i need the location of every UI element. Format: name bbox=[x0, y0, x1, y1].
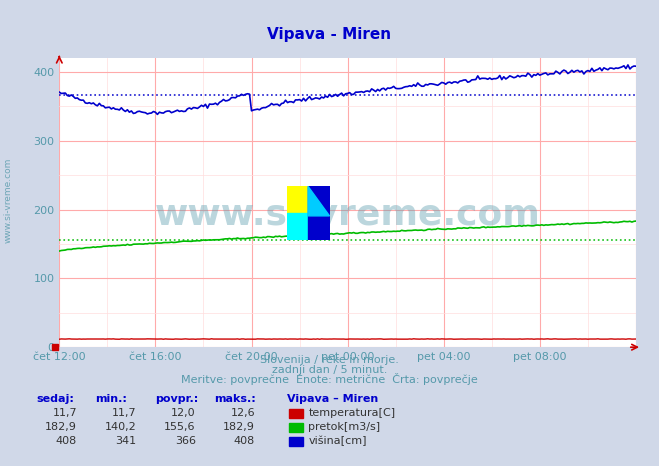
Text: 140,2: 140,2 bbox=[105, 422, 136, 432]
Text: temperatura[C]: temperatura[C] bbox=[308, 408, 395, 418]
Text: 12,6: 12,6 bbox=[231, 408, 255, 418]
Text: 182,9: 182,9 bbox=[223, 422, 255, 432]
Text: 366: 366 bbox=[175, 436, 196, 445]
Text: višina[cm]: višina[cm] bbox=[308, 435, 367, 445]
Text: Vipava - Miren: Vipava - Miren bbox=[268, 27, 391, 42]
Bar bbox=[287, 213, 308, 240]
Text: maks.:: maks.: bbox=[214, 394, 256, 404]
Text: povpr.:: povpr.: bbox=[155, 394, 198, 404]
Text: 11,7: 11,7 bbox=[112, 408, 136, 418]
Text: www.si-vreme.com: www.si-vreme.com bbox=[3, 158, 13, 243]
Text: 341: 341 bbox=[115, 436, 136, 445]
Text: 12,0: 12,0 bbox=[171, 408, 196, 418]
Text: sedaj:: sedaj: bbox=[36, 394, 74, 404]
Polygon shape bbox=[308, 186, 330, 216]
Text: 182,9: 182,9 bbox=[45, 422, 77, 432]
Text: 408: 408 bbox=[234, 436, 255, 445]
Text: Meritve: povprečne  Enote: metrične  Črta: povprečje: Meritve: povprečne Enote: metrične Črta:… bbox=[181, 373, 478, 385]
Text: zadnji dan / 5 minut.: zadnji dan / 5 minut. bbox=[272, 365, 387, 375]
Text: Slovenija / reke in morje.: Slovenija / reke in morje. bbox=[260, 355, 399, 364]
Text: www.si-vreme.com: www.si-vreme.com bbox=[155, 197, 540, 231]
Text: 408: 408 bbox=[56, 436, 77, 445]
Bar bbox=[287, 186, 308, 213]
Text: pretok[m3/s]: pretok[m3/s] bbox=[308, 422, 380, 432]
Text: 155,6: 155,6 bbox=[164, 422, 196, 432]
Text: min.:: min.: bbox=[96, 394, 127, 404]
Bar bbox=[308, 186, 330, 240]
Text: Vipava – Miren: Vipava – Miren bbox=[287, 394, 378, 404]
Text: 11,7: 11,7 bbox=[53, 408, 77, 418]
